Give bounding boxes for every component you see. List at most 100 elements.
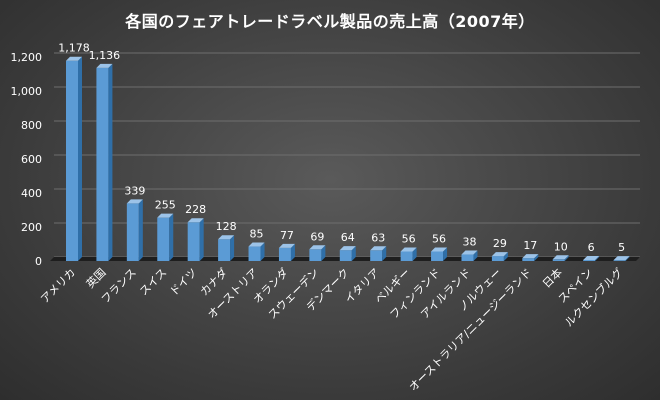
bar-side — [351, 246, 356, 261]
y-tick-label: 1,000 — [11, 85, 43, 98]
bar-top — [278, 243, 295, 248]
bars — [66, 56, 630, 261]
x-category-label: スイス — [137, 266, 169, 298]
bar-side — [169, 213, 174, 261]
y-tick-label: 0 — [35, 255, 42, 268]
bar-front — [278, 247, 291, 261]
bar-top — [218, 235, 235, 240]
bar-top — [96, 63, 113, 68]
bar-front — [370, 250, 383, 261]
bar-side — [382, 246, 387, 261]
bar — [370, 246, 387, 261]
data-label: 128 — [216, 220, 237, 233]
bar-side — [473, 250, 478, 261]
data-label: 69 — [310, 230, 324, 243]
bar-top — [491, 252, 508, 257]
bar-top — [400, 247, 417, 252]
bar — [613, 256, 630, 261]
bar-front — [96, 67, 109, 261]
data-label: 339 — [124, 184, 145, 197]
y-tick-label: 600 — [21, 153, 42, 166]
bar-front — [461, 254, 474, 261]
bar-side — [503, 252, 508, 261]
bar-side — [321, 245, 326, 261]
data-label: 10 — [554, 240, 568, 253]
bar-front — [157, 217, 170, 261]
data-label: 17 — [523, 239, 537, 252]
bar — [187, 218, 204, 261]
bar-side — [108, 63, 113, 261]
data-label: 255 — [155, 199, 176, 212]
bar-front — [309, 249, 322, 261]
bar-top — [339, 246, 356, 251]
bar-side — [290, 243, 295, 261]
x-category-label: ドイツ — [167, 266, 200, 299]
data-label: 5 — [618, 241, 625, 254]
data-label: 56 — [402, 232, 416, 245]
x-axis: アメリカ 英国フランススイスドイツカナダオーストリアオランダスウェーデンデンマーク… — [38, 265, 625, 394]
data-label: 1,136 — [89, 49, 121, 62]
bar-side — [595, 255, 600, 261]
data-label: 56 — [432, 232, 446, 245]
bar-front — [613, 260, 626, 261]
data-label: 228 — [185, 203, 206, 216]
bar-front — [66, 60, 78, 261]
y-axis: 0 200 400 600 800 1,000 1,200 — [11, 51, 43, 268]
bar-front — [491, 256, 504, 261]
bar-side — [625, 256, 630, 261]
bar-top — [613, 256, 630, 261]
bar-front — [431, 251, 444, 261]
bar-front — [187, 222, 200, 261]
bar-top — [370, 246, 387, 251]
x-category-label: 日本 — [539, 265, 564, 290]
bar-top — [552, 255, 569, 260]
bar — [583, 255, 600, 261]
bar — [66, 56, 82, 261]
bar — [552, 255, 569, 261]
bar-front — [339, 250, 352, 261]
bar-front — [248, 246, 261, 261]
y-tick-label: 400 — [21, 187, 42, 200]
bar-top — [309, 245, 326, 250]
bar-front — [126, 203, 139, 261]
bar-front — [400, 251, 413, 261]
bar-side — [534, 254, 539, 261]
bar-top — [248, 242, 265, 247]
bar-side — [230, 235, 235, 261]
bar-front — [522, 258, 535, 261]
bar-side — [412, 247, 417, 261]
data-label: 77 — [280, 229, 294, 242]
chart-title: 各国のフェアトレードラベル製品の売上高（2007年） — [125, 12, 535, 31]
bar — [431, 247, 448, 261]
bar-front — [218, 239, 231, 261]
bar — [96, 63, 113, 261]
bar-side — [443, 247, 448, 261]
y-tick-label: 800 — [21, 119, 42, 132]
bar — [339, 246, 356, 261]
data-label: 64 — [341, 231, 355, 244]
bar-front — [552, 259, 565, 261]
bar-side — [138, 199, 143, 261]
bar — [218, 235, 235, 261]
bar-top — [187, 218, 204, 223]
bar-top — [126, 199, 143, 204]
y-tick-label: 1,200 — [11, 51, 43, 64]
bar-side — [78, 56, 82, 261]
x-category-label: 英国 — [83, 265, 108, 290]
bar — [309, 245, 326, 261]
bar-top — [522, 254, 539, 259]
bar — [278, 243, 295, 261]
bar — [491, 252, 508, 261]
data-label: 85 — [250, 228, 264, 241]
bar-top — [157, 213, 174, 218]
data-label: 6 — [588, 241, 595, 254]
bar-top — [461, 250, 478, 255]
bar — [126, 199, 143, 261]
bar-side — [199, 218, 204, 261]
data-label: 63 — [371, 231, 385, 244]
x-category-label: アメリカ — [38, 266, 78, 306]
bar-side — [260, 242, 265, 261]
